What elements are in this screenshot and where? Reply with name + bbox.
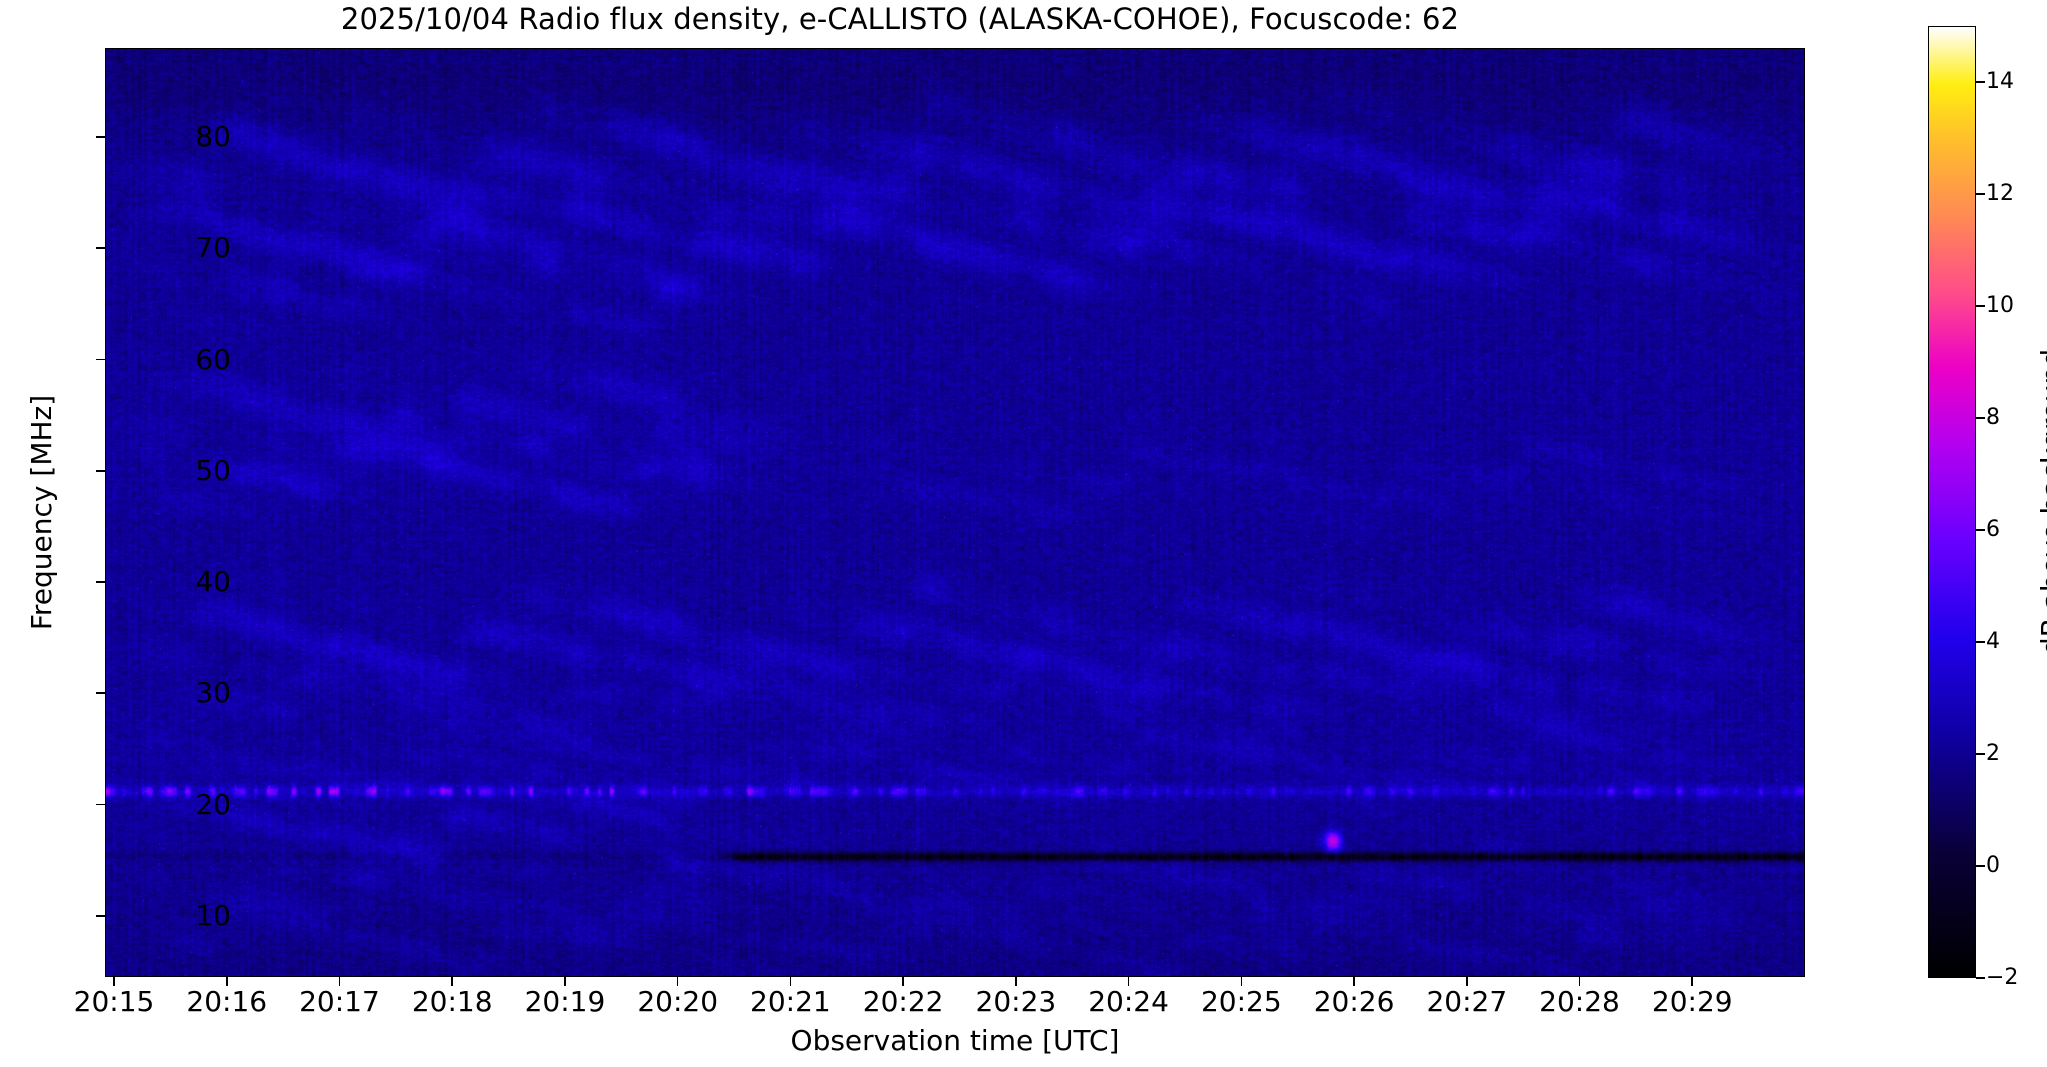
x-tick-mark xyxy=(225,977,228,986)
y-tick-mark xyxy=(96,358,105,361)
x-tick-mark xyxy=(1240,977,1243,986)
spectrogram-axes[interactable] xyxy=(105,48,1805,977)
x-tick-label: 20:24 xyxy=(1088,985,1169,1018)
colorbar-tick-mark xyxy=(1976,529,1985,531)
colorbar-tick-mark xyxy=(1976,305,1985,307)
x-tick-label: 20:25 xyxy=(1200,985,1282,1018)
colorbar[interactable] xyxy=(1928,26,1976,978)
x-tick-label: 20:16 xyxy=(186,985,268,1018)
x-tick-mark xyxy=(451,977,453,986)
x-tick-mark xyxy=(789,977,792,986)
y-tick-mark xyxy=(96,692,105,695)
y-tick-label: 40 xyxy=(195,565,231,599)
x-tick-mark xyxy=(338,977,341,986)
x-tick-label: 20:27 xyxy=(1426,985,1508,1018)
colorbar-tick-mark xyxy=(1976,865,1985,867)
x-tick-label: 20:20 xyxy=(637,985,719,1018)
colorbar-tick-mark xyxy=(1976,641,1985,643)
x-tick-mark xyxy=(1691,977,1694,986)
x-tick-label: 20:28 xyxy=(1539,985,1620,1018)
colorbar-tick-label: 2 xyxy=(1986,741,2000,766)
x-tick-label: 20:15 xyxy=(73,985,155,1018)
colorbar-gradient xyxy=(1929,27,1975,977)
x-tick-label: 20:26 xyxy=(1313,985,1395,1018)
y-tick-label: 70 xyxy=(195,231,231,265)
colorbar-tick-label: 12 xyxy=(1986,181,2014,206)
y-tick-mark xyxy=(96,915,105,917)
figure-title: 2025/10/04 Radio flux density, e-CALLIST… xyxy=(340,2,1460,36)
x-tick-mark xyxy=(1353,977,1355,986)
x-tick-mark xyxy=(1466,977,1468,986)
x-tick-label: 20:21 xyxy=(750,985,831,1018)
colorbar-tick-label: 4 xyxy=(1986,629,2000,654)
y-tick-label: 50 xyxy=(195,453,231,487)
x-tick-label: 20:23 xyxy=(975,985,1057,1018)
colorbar-tick-mark xyxy=(1976,417,1985,419)
x-tick-label: 20:17 xyxy=(299,985,380,1018)
x-tick-mark xyxy=(1578,977,1581,986)
colorbar-label: dB above background xyxy=(2035,348,2047,656)
colorbar-tick-label: −2 xyxy=(1986,965,2019,990)
x-tick-mark xyxy=(676,977,679,986)
x-tick-label: 20:29 xyxy=(1651,985,1733,1018)
y-tick-mark xyxy=(96,803,105,806)
colorbar-tick-mark xyxy=(1976,193,1985,195)
spectrogram-image xyxy=(106,49,1804,976)
colorbar-tick-label: 14 xyxy=(1986,69,2014,94)
colorbar-tick-mark xyxy=(1976,81,1985,83)
x-tick-label: 20:22 xyxy=(862,985,944,1018)
colorbar-tick-mark xyxy=(1976,977,1985,979)
y-tick-label: 10 xyxy=(195,898,231,932)
colorbar-tick-mark xyxy=(1976,753,1985,755)
y-tick-label: 80 xyxy=(195,120,231,153)
y-tick-label: 20 xyxy=(195,787,231,821)
x-tick-mark xyxy=(1015,977,1017,986)
y-axis-label: Frequency [MHz] xyxy=(25,394,58,631)
y-tick-label: 30 xyxy=(195,676,231,710)
colorbar-tick-label: 6 xyxy=(1986,517,2000,542)
y-tick-label: 60 xyxy=(195,342,231,376)
x-tick-mark xyxy=(113,977,115,986)
colorbar-tick-label: 8 xyxy=(1986,405,2000,430)
x-tick-label: 20:18 xyxy=(411,985,493,1018)
x-tick-mark xyxy=(902,977,904,986)
y-tick-mark xyxy=(96,469,105,472)
y-tick-mark xyxy=(96,581,105,583)
x-axis-label: Observation time [UTC] xyxy=(790,1024,1120,1057)
x-tick-mark xyxy=(1127,977,1130,986)
x-tick-label: 20:19 xyxy=(524,985,606,1018)
colorbar-tick-label: 0 xyxy=(1986,853,2000,878)
x-tick-mark xyxy=(564,977,566,986)
y-tick-mark xyxy=(96,136,105,138)
colorbar-tick-label: 10 xyxy=(1986,293,2014,318)
y-tick-mark xyxy=(96,247,105,250)
